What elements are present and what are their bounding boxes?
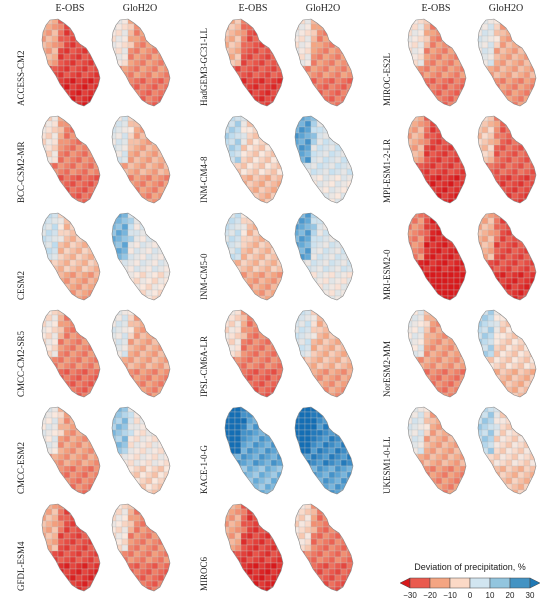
model-label: MRI-ESM2-0	[382, 249, 392, 300]
colorbar-tick-label: 10	[485, 591, 495, 600]
map-eobs	[224, 503, 284, 592]
map-eobs	[224, 212, 284, 301]
column-header-gloh2o: GloH2O	[122, 3, 158, 14]
model-label: HadGEM3-GC31-LL	[199, 28, 209, 106]
map-eobs	[41, 309, 101, 398]
colorbar-legend: Deviation of precipitation, % −30 −20 −10 0…	[395, 562, 545, 606]
model-label: INM-CM5-0	[199, 253, 209, 301]
map-eobs	[224, 18, 284, 107]
colorbar-tick-label: −10	[443, 591, 457, 600]
map-gloh2o	[477, 212, 537, 301]
colorbar-tick-label: 20	[505, 591, 515, 600]
map-eobs	[224, 115, 284, 204]
map-gloh2o	[294, 406, 354, 495]
map-eobs	[41, 115, 101, 204]
model-label: CMCC-CM2-SR5	[16, 330, 26, 397]
model-label: IPSL-CM6A-LR	[199, 335, 209, 397]
column-header-eobs: E-OBS	[238, 3, 268, 14]
map-eobs	[407, 212, 467, 301]
colorbar	[399, 577, 541, 589]
map-gloh2o	[111, 503, 171, 592]
column-header-gloh2o: GloH2O	[305, 3, 341, 14]
model-label: MIROC-ES2L	[382, 52, 392, 106]
column-header-gloh2o: GloH2O	[488, 3, 524, 14]
map-gloh2o	[477, 406, 537, 495]
column-header-eobs: E-OBS	[55, 3, 85, 14]
map-eobs	[407, 18, 467, 107]
map-eobs	[41, 503, 101, 592]
map-gloh2o	[111, 115, 171, 204]
map-gloh2o	[477, 18, 537, 107]
map-eobs	[407, 115, 467, 204]
model-label: CESM2	[16, 270, 26, 300]
model-label: KACE-1-0-G	[199, 445, 209, 494]
map-gloh2o	[294, 309, 354, 398]
colorbar-tick-label: −30	[403, 591, 417, 600]
map-gloh2o	[294, 212, 354, 301]
colorbar-tick-label: −20	[423, 591, 437, 600]
colorbar-arrow-high	[529, 577, 541, 589]
colorbar-segment	[429, 577, 451, 589]
colorbar-tick-label: 0	[467, 591, 473, 600]
model-label: BCC-CSM2-MR	[16, 141, 26, 203]
model-label: INM-CM4-8	[199, 156, 209, 204]
model-label: ACCESS-CM2	[16, 50, 26, 106]
map-gloh2o	[111, 212, 171, 301]
model-label: GFDL-ESM4	[16, 541, 26, 591]
map-eobs	[407, 309, 467, 398]
map-eobs	[224, 406, 284, 495]
map-gloh2o	[294, 115, 354, 204]
colorbar-segment	[449, 577, 471, 589]
colorbar-segment	[489, 577, 511, 589]
map-eobs	[41, 406, 101, 495]
model-label: MPI-ESM1-2-LR	[382, 138, 392, 203]
map-gloh2o	[294, 503, 354, 592]
map-gloh2o	[111, 18, 171, 107]
column-header-eobs: E-OBS	[421, 3, 451, 14]
colorbar-arrow-low	[399, 577, 411, 589]
model-label: NorESM2-MM	[382, 340, 392, 397]
map-eobs	[41, 212, 101, 301]
model-label: MIROC6	[199, 556, 209, 591]
colorbar-segment	[409, 577, 431, 589]
model-label: UKESM1-0-LL	[382, 436, 392, 495]
colorbar-tick-label: 30	[525, 591, 535, 600]
map-eobs	[224, 309, 284, 398]
map-eobs	[41, 18, 101, 107]
map-gloh2o	[111, 309, 171, 398]
map-gloh2o	[477, 115, 537, 204]
model-label: CMCC-ESM2	[16, 441, 26, 494]
map-gloh2o	[294, 18, 354, 107]
map-eobs	[407, 406, 467, 495]
map-gloh2o	[477, 309, 537, 398]
colorbar-segment	[469, 577, 491, 589]
colorbar-segment	[509, 577, 531, 589]
legend-title: Deviation of precipitation, %	[414, 562, 526, 572]
map-gloh2o	[111, 406, 171, 495]
